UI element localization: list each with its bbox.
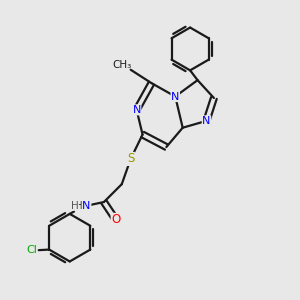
Text: O: O bbox=[111, 213, 120, 226]
Text: Cl: Cl bbox=[26, 245, 37, 255]
Text: S: S bbox=[127, 152, 134, 165]
Text: CH₃: CH₃ bbox=[112, 60, 131, 70]
Text: N: N bbox=[132, 105, 141, 115]
Text: H: H bbox=[71, 201, 79, 211]
Text: HN: HN bbox=[75, 202, 91, 212]
Text: N: N bbox=[202, 116, 211, 126]
Text: N: N bbox=[171, 92, 179, 101]
Text: N: N bbox=[82, 201, 90, 211]
